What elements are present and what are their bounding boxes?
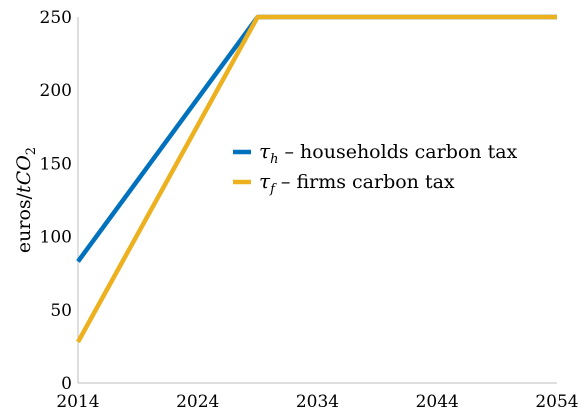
legend-item: τf – firms carbon tax — [233, 169, 455, 197]
axes — [77, 17, 557, 384]
legend-label: τh – households carbon tax — [259, 139, 518, 167]
y-tick-label: 100 — [40, 228, 72, 248]
x-tick-label: 2044 — [416, 392, 459, 412]
series-line-firms — [76, 14, 557, 344]
y-tick-label: 50 — [50, 301, 72, 321]
y-tick-label: 250 — [40, 8, 72, 28]
series-layer — [76, 14, 557, 344]
series-line-households — [76, 14, 557, 263]
y-tick-label: 0 — [61, 374, 72, 394]
x-tick-label: 2024 — [176, 392, 219, 412]
y-tick-label: 200 — [40, 81, 72, 101]
x-tick-label: 2014 — [56, 392, 99, 412]
tick-labels: 0 50 100 150 200 250 2014 2024 2034 2044 2054 — [40, 8, 579, 412]
y-tick-label: 150 — [40, 154, 72, 174]
x-tick-label: 2034 — [296, 392, 339, 412]
legend-item: τh – households carbon tax — [233, 139, 518, 167]
legend-label: τf – firms carbon tax — [259, 169, 455, 197]
x-tick-label: 2054 — [535, 392, 578, 412]
y-axis-label: euros/tCO2 — [13, 147, 39, 253]
